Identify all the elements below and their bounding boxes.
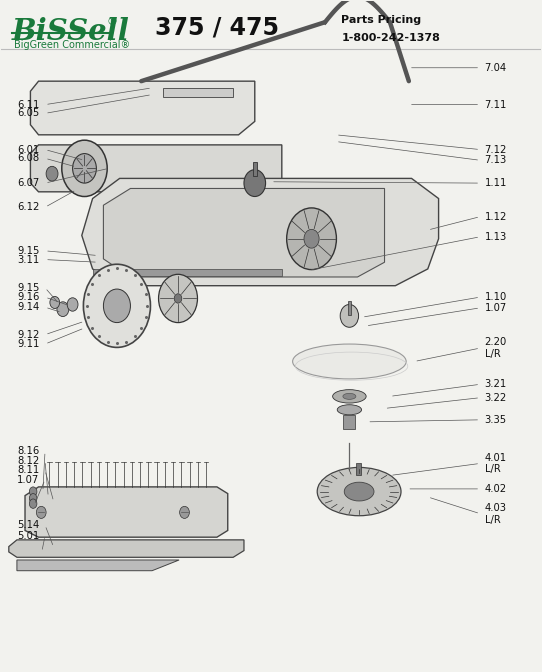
Ellipse shape: [343, 393, 356, 399]
Circle shape: [340, 304, 359, 327]
Polygon shape: [82, 178, 438, 286]
Text: 6.07: 6.07: [17, 178, 39, 188]
Text: 1.07: 1.07: [485, 303, 507, 313]
Circle shape: [159, 274, 197, 323]
Ellipse shape: [317, 468, 401, 515]
Circle shape: [67, 298, 78, 311]
Circle shape: [244, 170, 266, 196]
Text: 1.13: 1.13: [485, 232, 507, 242]
Bar: [253, 162, 257, 176]
Text: 3.22: 3.22: [485, 392, 507, 403]
Circle shape: [29, 494, 37, 503]
Text: 7.04: 7.04: [485, 62, 507, 73]
Text: 4.03
L/R: 4.03 L/R: [485, 503, 507, 525]
Text: 6.01: 6.01: [17, 144, 39, 155]
Circle shape: [73, 154, 96, 183]
Text: 7.13: 7.13: [485, 155, 507, 165]
Text: 6.12: 6.12: [17, 202, 39, 212]
Polygon shape: [17, 560, 179, 571]
Text: 9.15: 9.15: [17, 283, 39, 293]
Circle shape: [174, 294, 182, 303]
Ellipse shape: [333, 390, 366, 403]
Text: 1.07: 1.07: [17, 474, 39, 485]
Text: 7.11: 7.11: [485, 99, 507, 110]
Circle shape: [62, 140, 107, 196]
Text: 7.12: 7.12: [485, 144, 507, 155]
Text: 3.11: 3.11: [17, 255, 39, 265]
Polygon shape: [163, 88, 233, 97]
Text: 1-800-242-1378: 1-800-242-1378: [341, 33, 440, 43]
Circle shape: [57, 302, 69, 317]
Text: 6.08: 6.08: [17, 153, 39, 163]
Circle shape: [36, 506, 46, 518]
Circle shape: [29, 487, 37, 497]
Polygon shape: [30, 81, 255, 135]
Text: 5.14: 5.14: [17, 520, 39, 530]
Circle shape: [46, 167, 58, 181]
Text: 3.35: 3.35: [485, 415, 507, 425]
Ellipse shape: [337, 405, 362, 415]
Circle shape: [29, 499, 37, 508]
Text: 1.10: 1.10: [485, 292, 507, 302]
Text: BiSSell: BiSSell: [11, 17, 130, 46]
Polygon shape: [104, 188, 384, 277]
Text: 3.21: 3.21: [485, 379, 507, 389]
Circle shape: [179, 506, 189, 518]
Bar: [344, 415, 356, 429]
Text: 8.11: 8.11: [17, 465, 39, 475]
Polygon shape: [93, 269, 282, 276]
Text: 1.11: 1.11: [485, 178, 507, 188]
Polygon shape: [9, 540, 244, 557]
Ellipse shape: [344, 482, 374, 501]
Text: ®: ®: [106, 17, 117, 28]
Text: 9.15: 9.15: [17, 246, 39, 256]
Circle shape: [83, 264, 151, 347]
Polygon shape: [25, 487, 228, 537]
Circle shape: [50, 296, 60, 308]
Text: 4.01
L/R: 4.01 L/R: [485, 453, 507, 474]
Text: Parts Pricing: Parts Pricing: [341, 15, 421, 26]
Polygon shape: [30, 145, 282, 192]
Text: 1.12: 1.12: [485, 212, 507, 222]
Circle shape: [304, 229, 319, 248]
Circle shape: [287, 208, 337, 269]
Text: 9.11: 9.11: [17, 339, 39, 349]
Text: 5.01: 5.01: [17, 531, 39, 541]
Text: 9.14: 9.14: [17, 302, 39, 312]
Text: 9.12: 9.12: [17, 330, 39, 339]
Text: 8.12: 8.12: [17, 456, 39, 466]
Text: 2.20
L/R: 2.20 L/R: [485, 337, 507, 359]
Text: 8.16: 8.16: [17, 446, 39, 456]
Ellipse shape: [293, 344, 406, 379]
Text: 6.05: 6.05: [17, 108, 39, 118]
Text: 9.16: 9.16: [17, 292, 39, 302]
Text: 375 / 475: 375 / 475: [155, 15, 279, 40]
Text: 6.11: 6.11: [17, 99, 39, 110]
Text: 4.02: 4.02: [485, 484, 507, 494]
Bar: [356, 464, 362, 476]
Circle shape: [104, 289, 131, 323]
Text: BigGreen Commercial®: BigGreen Commercial®: [14, 40, 131, 50]
Bar: [348, 301, 351, 314]
